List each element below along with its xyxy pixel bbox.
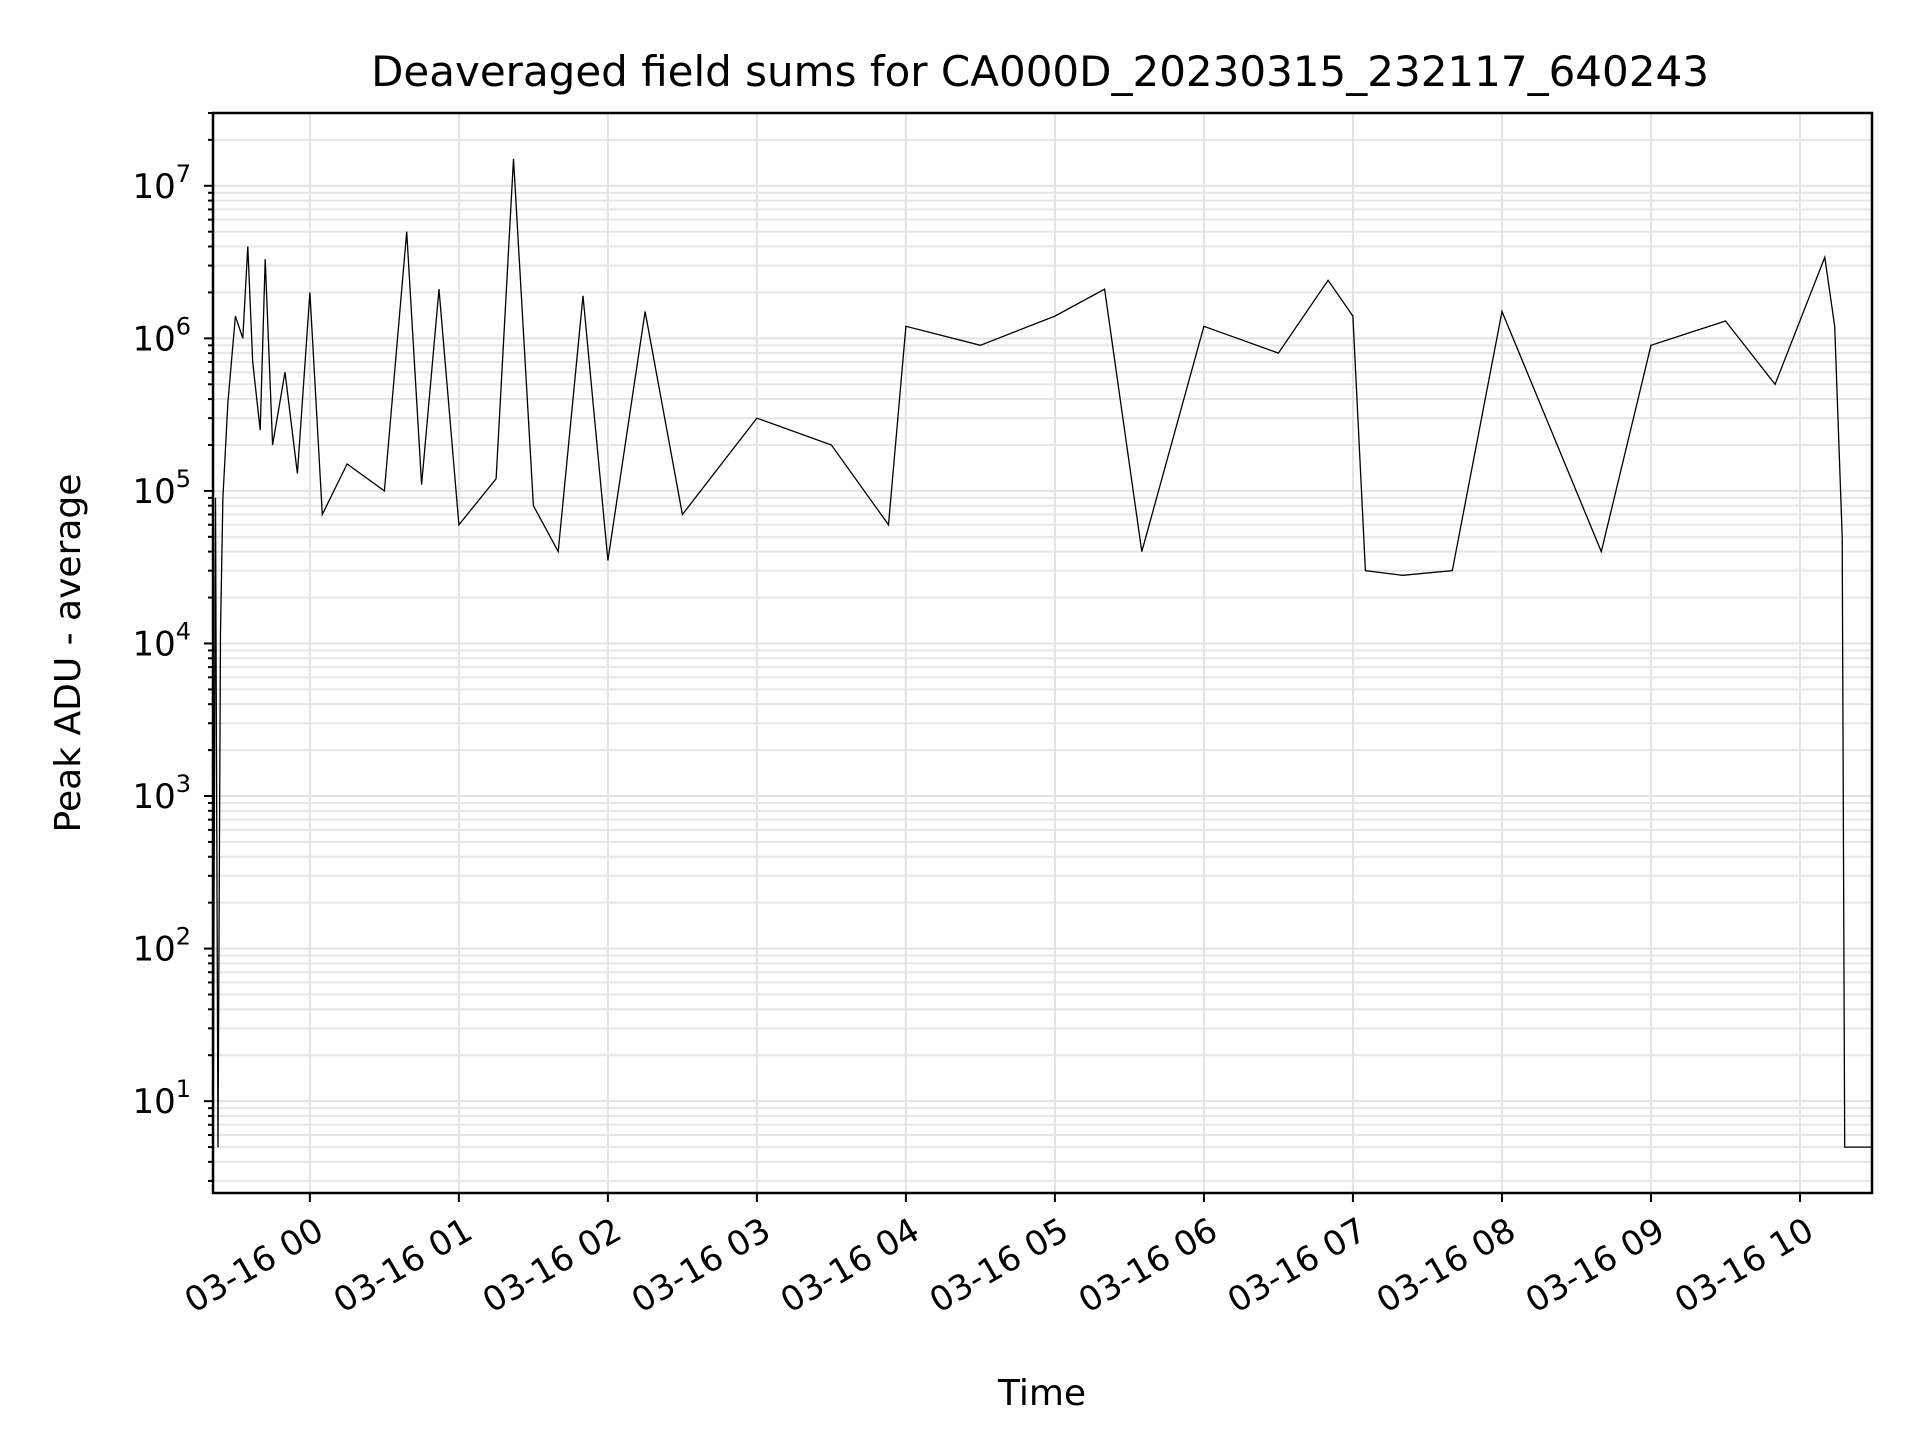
y-tick-exponent: 4 (176, 617, 191, 645)
chart-title: Deaveraged field sums for CA000D_2023031… (371, 47, 1709, 96)
y-tick-exponent: 7 (176, 160, 191, 188)
y-tick-base: 10 (132, 624, 175, 664)
y-tick-base: 10 (132, 319, 175, 359)
y-axis-label: Peak ADU - average (48, 474, 89, 833)
y-tick-base: 10 (132, 777, 175, 817)
y-tick-base: 10 (132, 472, 175, 512)
y-tick-exponent: 6 (176, 312, 191, 340)
y-tick-exponent: 2 (176, 923, 191, 951)
series-line (212, 158, 1872, 1194)
y-tick-label: 107 (132, 160, 191, 207)
y-tick-base: 10 (132, 1082, 175, 1122)
plot-frame (211, 111, 1874, 1195)
y-tick-label: 101 (132, 1075, 191, 1122)
series-layer (212, 158, 1872, 1194)
y-tick-label: 104 (132, 617, 191, 664)
y-tick-base: 10 (132, 167, 175, 207)
y-tick-exponent: 3 (176, 770, 191, 798)
y-tick-base: 10 (132, 930, 175, 970)
y-tick-exponent: 5 (176, 465, 191, 493)
y-tick-exponent: 1 (176, 1075, 191, 1103)
y-tick-label: 105 (132, 465, 191, 512)
y-tick-label: 103 (132, 770, 191, 817)
x-axis-label: Time (997, 1373, 1086, 1414)
y-tick-label: 102 (132, 923, 191, 970)
y-tick-label: 106 (132, 312, 191, 359)
